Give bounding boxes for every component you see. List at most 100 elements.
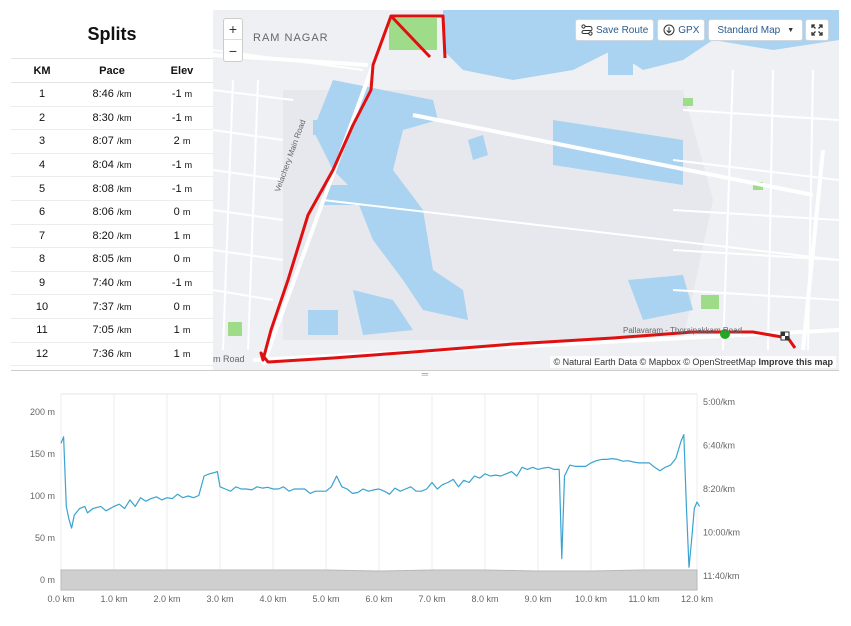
- elev-tick-label: 100 m: [30, 491, 55, 501]
- split-pace-value: 8:20: [92, 229, 114, 242]
- improve-map-link[interactable]: Improve this map: [758, 357, 833, 367]
- split-pace: 8:30 /km: [73, 106, 151, 131]
- split-pace-value: 8:07: [92, 135, 114, 148]
- split-pace-unit: /km: [116, 207, 132, 218]
- x-tick-label: 3.0 km: [206, 594, 233, 604]
- split-pace: 7:37 /km: [73, 294, 151, 319]
- split-pace: 8:46 /km: [73, 82, 151, 107]
- elev-tick-label: 150 m: [30, 449, 55, 459]
- fullscreen-button[interactable]: [805, 19, 829, 41]
- split-pace: 8:04 /km: [73, 153, 151, 178]
- split-km: 10: [11, 294, 73, 319]
- zoom-in-button[interactable]: +: [224, 19, 242, 40]
- split-elev-unit: m: [182, 207, 191, 218]
- split-row: 2 8:30 /km -1 m: [11, 106, 213, 131]
- x-tick-label: 6.0 km: [365, 594, 392, 604]
- finish-flag-icon: [780, 331, 790, 341]
- elev-tick-label: 50 m: [35, 533, 55, 543]
- split-pace: 8:20 /km: [73, 224, 151, 249]
- map-style-value: Standard Map: [717, 24, 781, 36]
- column-header-elev: Elev: [151, 58, 213, 83]
- elev-tick-label: 0 m: [40, 575, 55, 585]
- split-pace-value: 7:36: [92, 347, 114, 360]
- split-elev-value: 1: [173, 347, 180, 360]
- split-pace: 8:06 /km: [73, 200, 151, 225]
- split-km: 1: [11, 82, 73, 107]
- x-tick-label: 11.0 km: [628, 594, 659, 604]
- elevation-area: [60, 569, 698, 591]
- split-pace-unit: /km: [116, 254, 132, 265]
- resize-grip-icon[interactable]: ═: [421, 369, 429, 379]
- map-toolbar: Save Route GPX Standard Map ▼: [575, 19, 804, 41]
- x-tick-label: 5.0 km: [312, 594, 339, 604]
- map-label-ram-nagar: RAM NAGAR: [253, 32, 329, 44]
- split-elev: 0 m: [151, 294, 213, 319]
- split-elev: 0 m: [151, 247, 213, 272]
- split-km: 9: [11, 271, 73, 296]
- split-elev-unit: m: [184, 112, 193, 123]
- roads: [213, 53, 839, 366]
- split-km: 4: [11, 153, 73, 178]
- zoom-out-button[interactable]: −: [228, 42, 238, 59]
- split-row: 11 7:05 /km 1 m: [11, 318, 213, 343]
- x-tick-label: 7.0 km: [418, 594, 445, 604]
- split-row: 7 8:20 /km 1 m: [11, 224, 213, 249]
- split-elev-unit: m: [184, 278, 193, 289]
- split-elev-unit: m: [182, 348, 191, 359]
- split-elev: 1 m: [151, 342, 213, 367]
- split-pace-unit: /km: [116, 230, 132, 241]
- split-row: 9 7:40 /km -1 m: [11, 271, 213, 296]
- split-elev-value: 1: [173, 324, 180, 337]
- split-elev: -1 m: [151, 82, 213, 107]
- split-row: 8 8:05 /km 0 m: [11, 247, 213, 272]
- split-elev: 1 m: [151, 318, 213, 343]
- save-route-label: Save Route: [596, 24, 649, 36]
- split-row: 12 7:36 /km 1 m: [11, 342, 213, 367]
- split-elev: 2 m: [151, 129, 213, 154]
- map-label-road-left: m Road: [213, 354, 245, 364]
- panel-resize-handle[interactable]: ═: [11, 369, 839, 379]
- split-pace-value: 8:30: [92, 111, 114, 124]
- gpx-download-button[interactable]: GPX: [657, 19, 706, 41]
- save-route-button[interactable]: Save Route: [575, 19, 655, 41]
- zoom-control: + −: [223, 18, 243, 62]
- split-elev: -1 m: [151, 271, 213, 296]
- split-pace-unit: /km: [116, 325, 132, 336]
- split-elev-value: 0: [173, 253, 180, 266]
- split-elev: 1 m: [151, 224, 213, 249]
- split-km: 3: [11, 129, 73, 154]
- split-km: 5: [11, 176, 73, 201]
- split-elev-value: 0: [173, 206, 180, 219]
- split-elev: -1 m: [151, 153, 213, 178]
- route-map[interactable]: RAM NAGAR m Road Velachery Main Road Pal…: [213, 10, 839, 370]
- split-pace-unit: /km: [116, 112, 132, 123]
- split-pace-value: 8:04: [92, 159, 114, 172]
- split-elev-value: -1: [171, 88, 182, 101]
- pace-tick-label: 6:40/km: [703, 441, 735, 451]
- map-canvas[interactable]: [213, 10, 839, 370]
- split-pace: 8:08 /km: [73, 176, 151, 201]
- split-elev: 0 m: [151, 200, 213, 225]
- split-elev-unit: m: [184, 183, 193, 194]
- split-pace-value: 8:46: [92, 88, 114, 101]
- map-style-select[interactable]: Standard Map ▼: [708, 19, 804, 41]
- split-row: 6 8:06 /km 0 m: [11, 200, 213, 225]
- split-pace: 8:07 /km: [73, 129, 151, 154]
- split-km: 11: [11, 318, 73, 343]
- gpx-label: GPX: [678, 24, 700, 36]
- split-km: 2: [11, 106, 73, 131]
- split-pace: 7:36 /km: [73, 342, 151, 367]
- x-tick-label: 1.0 km: [100, 594, 127, 604]
- split-pace-unit: /km: [116, 348, 132, 359]
- split-elev-unit: m: [182, 301, 191, 312]
- split-elev-value: 1: [173, 229, 180, 242]
- split-elev-value: -1: [171, 111, 182, 124]
- pace-tick-label: 8:20/km: [703, 484, 735, 494]
- x-tick-label: 12.0 km: [681, 594, 713, 604]
- route-line: [259, 14, 797, 364]
- split-row: 3 8:07 /km 2 m: [11, 129, 213, 154]
- split-row: 4 8:04 /km -1 m: [11, 153, 213, 178]
- pace-elevation-chart: 0.0 km 1.0 km 2.0 km 3.0 km 4.0 km 5.0 km 6.0 …: [30, 393, 740, 604]
